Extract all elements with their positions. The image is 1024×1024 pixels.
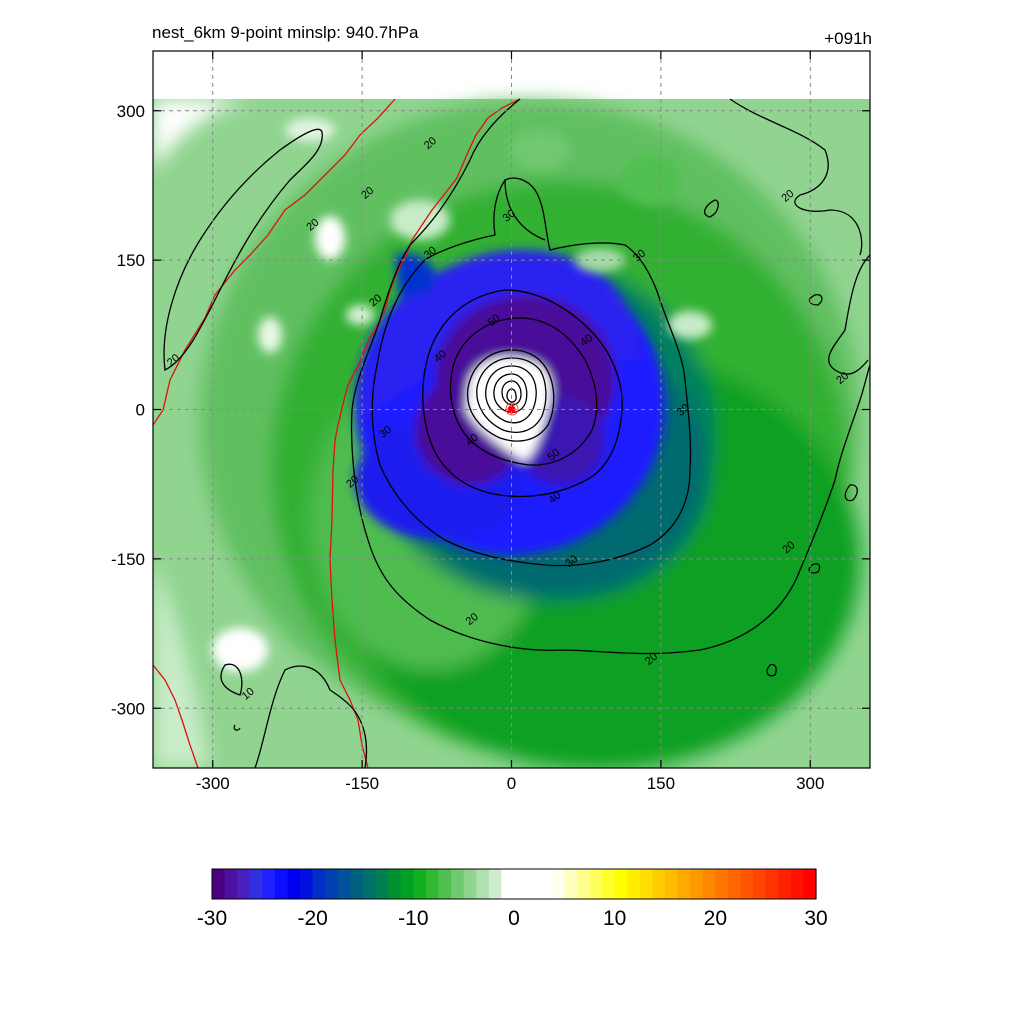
- y-tick-label: -150: [111, 550, 145, 569]
- colorbar-frame: [211, 868, 817, 900]
- colorbar-swatch: [740, 869, 754, 899]
- colorbar-swatch: [652, 869, 666, 899]
- colorbar-swatch: [425, 869, 440, 899]
- colorbar-swatch: [337, 869, 352, 899]
- y-axis: 300 150 0 -150 -300: [111, 102, 870, 718]
- colorbar-swatch: [677, 869, 691, 899]
- colorbar-swatch: [400, 869, 414, 899]
- colorbar-swatch: [526, 869, 540, 899]
- y-tick-label: 150: [117, 251, 145, 270]
- colorbar-tick-label: -20: [297, 907, 327, 930]
- colorbar-swatch: [413, 869, 427, 899]
- colorbar-swatch: [463, 869, 477, 899]
- y-tick-label: 300: [117, 102, 145, 121]
- colorbar-swatch: [363, 869, 377, 899]
- colorbar-swatch: [589, 869, 603, 899]
- colorbar-swatch: [212, 869, 226, 899]
- contour-lines: [163, 98, 870, 768]
- y-tick-label: 0: [136, 401, 145, 420]
- colorbar-tick-label: 10: [603, 907, 626, 930]
- colorbar-swatch: [388, 869, 402, 899]
- colorbar-tick-label: -30: [197, 907, 227, 930]
- x-tick-label: 0: [507, 774, 516, 793]
- colorbar-swatch: [778, 869, 792, 899]
- x-axis: -300 -150 0 150 300: [196, 51, 824, 793]
- colorbar-swatch: [665, 869, 679, 899]
- colorbar-swatch: [576, 869, 591, 899]
- colorbar: -30 -20 -10 0 10 20 30: [197, 868, 828, 930]
- colorbar-swatch: [715, 869, 729, 899]
- colorbar-tick-label: 30: [804, 907, 827, 930]
- colorbar-swatch: [501, 869, 515, 899]
- colorbar-swatch: [262, 869, 276, 899]
- x-tick-label: -300: [196, 774, 230, 793]
- colorbar-swatch: [765, 869, 779, 899]
- wind-field-shading: [153, 99, 870, 768]
- colorbar-swatch: [237, 869, 251, 899]
- colorbar-swatch: [325, 869, 339, 899]
- colorbar-swatch: [551, 869, 565, 899]
- colorbar-swatch: [300, 869, 314, 899]
- colorbar-swatch: [514, 869, 528, 899]
- colorbar-swatch: [614, 869, 628, 899]
- colorbar-swatch: [727, 869, 742, 899]
- chart-title: nest_6km 9-point minslp: 940.7hPa: [152, 23, 419, 42]
- x-tick-label: -150: [345, 774, 379, 793]
- colorbar-swatch: [602, 869, 616, 899]
- forecast-hour-label: +091h: [824, 29, 872, 48]
- colorbar-swatch: [274, 869, 289, 899]
- colorbar-tick-label: -10: [398, 907, 428, 930]
- x-tick-label: 300: [796, 774, 824, 793]
- colorbar-swatch: [539, 869, 553, 899]
- colorbar-swatch: [627, 869, 641, 899]
- colorbar-swatch: [375, 869, 389, 899]
- colorbar-tick-label: 0: [508, 907, 520, 930]
- colorbar-swatch: [690, 869, 704, 899]
- colorbar-swatch: [312, 869, 326, 899]
- colorbar-swatch: [249, 869, 263, 899]
- colorbar-swatch: [803, 869, 817, 899]
- colorbar-swatch: [790, 869, 805, 899]
- colorbar-tick-label: 20: [704, 907, 727, 930]
- colorbar-swatch: [287, 869, 301, 899]
- colorbar-swatch: [488, 869, 503, 899]
- colorbar-swatch: [451, 869, 465, 899]
- colorbar-swatch: [753, 869, 767, 899]
- colorbar-swatch: [438, 869, 452, 899]
- colorbar-swatch: [564, 869, 578, 899]
- colorbar-swatch: [350, 869, 364, 899]
- y-tick-label: -300: [111, 699, 145, 718]
- colorbar-swatch: [224, 869, 238, 899]
- x-tick-label: 150: [647, 774, 675, 793]
- colorbar-swatch: [639, 869, 654, 899]
- colorbar-swatch: [702, 869, 716, 899]
- red-boundary-lines: [153, 98, 521, 768]
- colorbar-swatch: [476, 869, 490, 899]
